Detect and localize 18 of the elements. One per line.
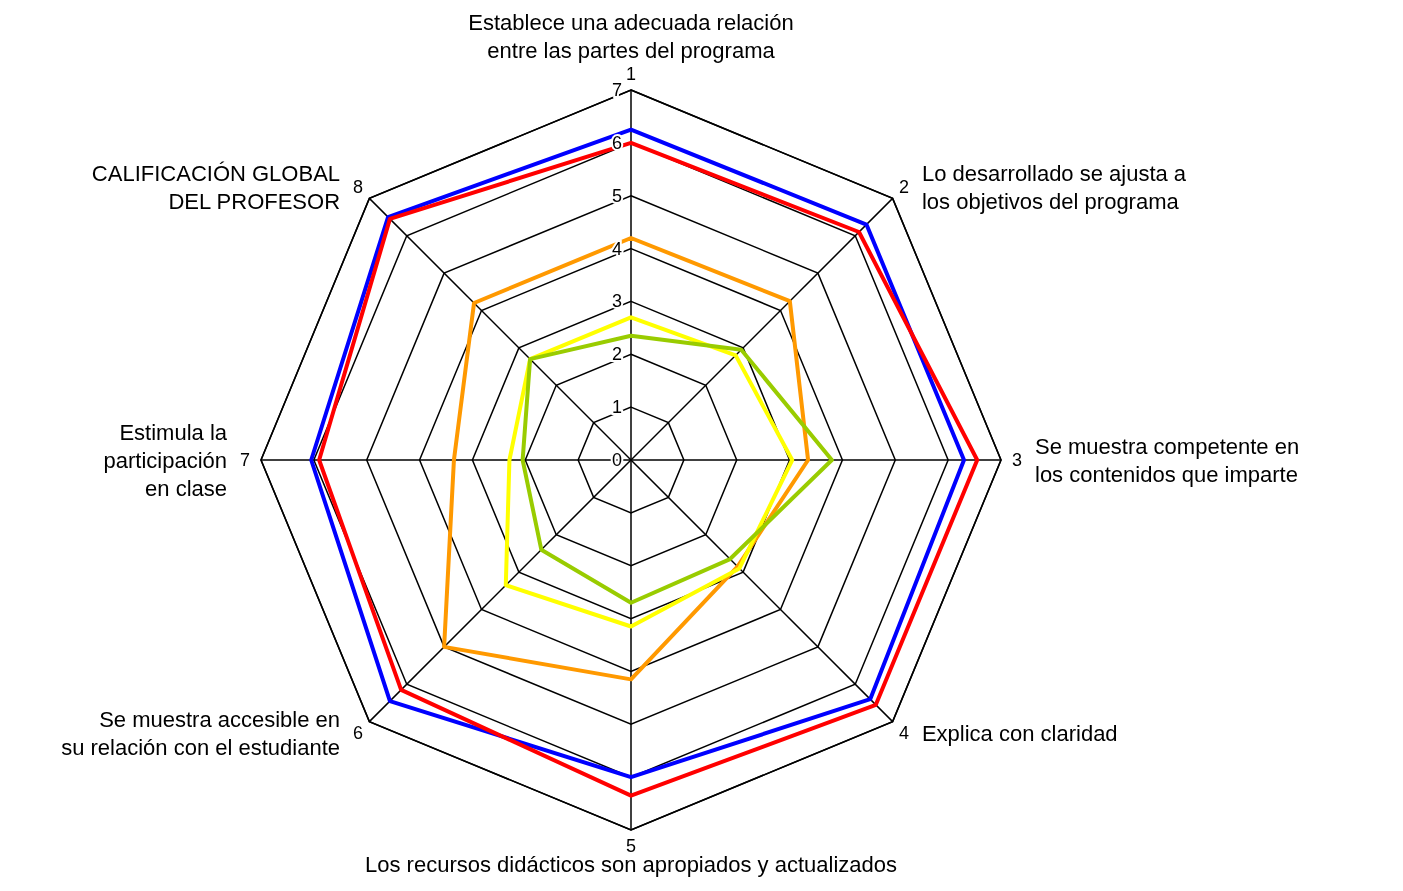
text: 1 [625, 64, 637, 84]
spoke-label: Se muestra accesible en su relación con el estudiante [61, 706, 341, 760]
spoke-label: CALIFICACIÓN GLOBAL DEL PROFESOR [91, 161, 341, 215]
y-tick-label: 7 [611, 80, 623, 100]
y-tick-label: 2 [611, 344, 623, 365]
spoke-label: Explica con claridad [921, 720, 1118, 746]
text: 3 [1011, 450, 1023, 470]
text: 8 [353, 177, 364, 198]
y-tick-label: 3 [611, 291, 623, 312]
text: 7 [239, 450, 251, 470]
text: 2 [898, 177, 909, 198]
y-tick-label: 5 [611, 185, 623, 206]
text: 6 [353, 722, 364, 743]
spoke-label: Se muestra competente en los contenidos que imparte [1035, 434, 1300, 487]
spoke-label: Lo desarrollado se ajusta a los objetivos del programa [921, 161, 1187, 215]
spoke-label: Establece una adecuada relación entre las partes del programa [468, 10, 794, 63]
text: 4 [898, 722, 909, 743]
spoke-label: Estimula la participación en clase [103, 420, 228, 501]
